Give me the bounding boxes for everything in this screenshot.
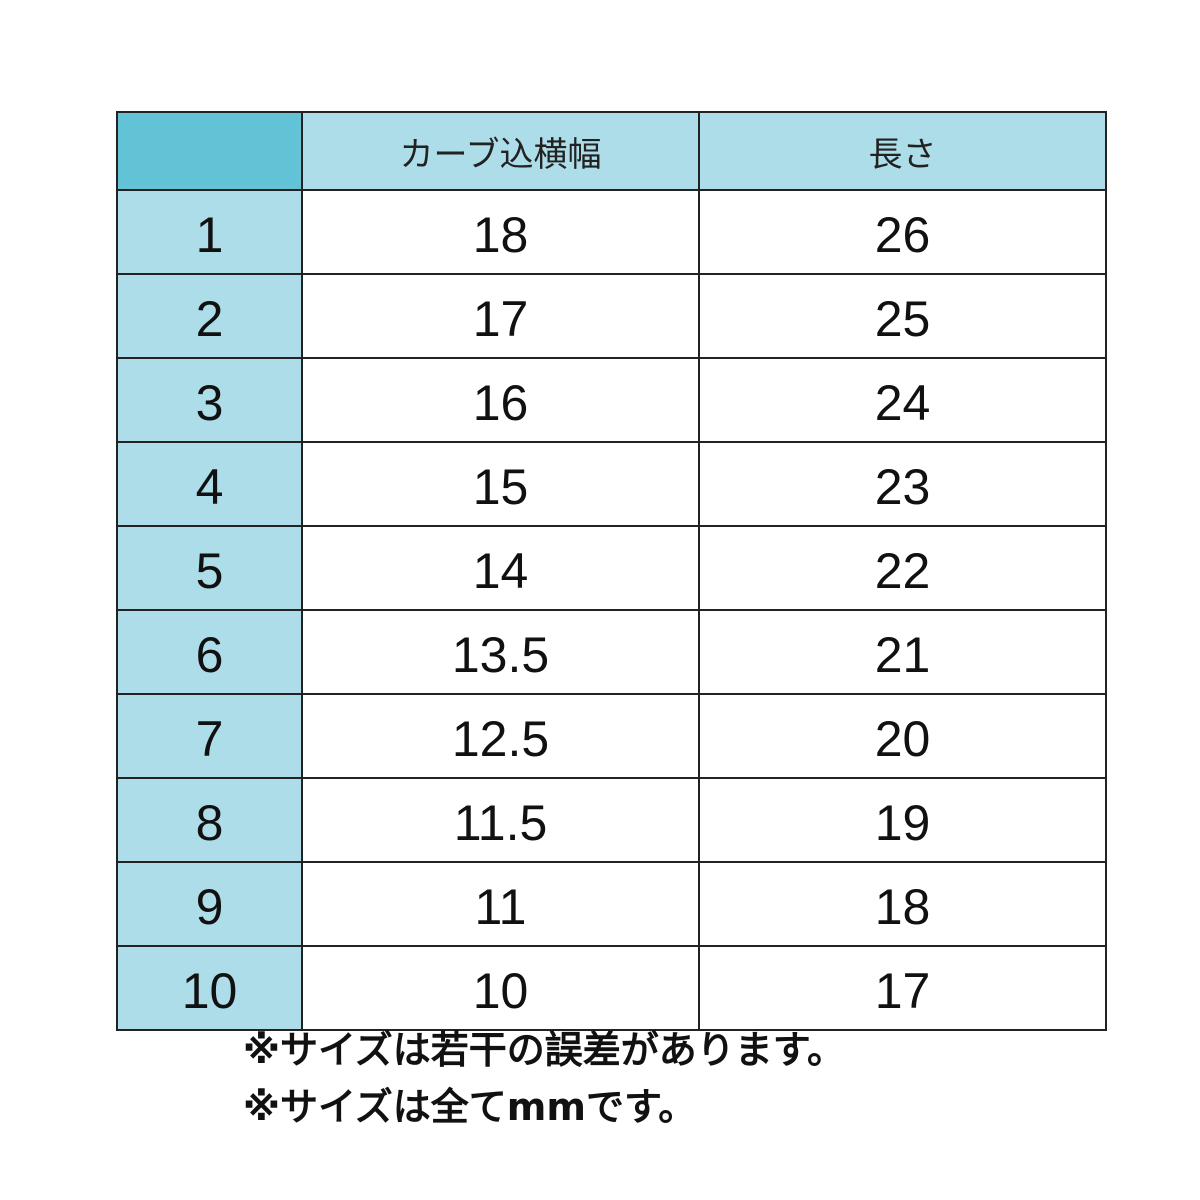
width-cell: 12.5 <box>301 693 700 779</box>
length-cell: 23 <box>698 441 1107 527</box>
width-cell: 10 <box>301 945 700 1031</box>
length-cell: 26 <box>698 189 1107 275</box>
table-row: 5 14 22 <box>116 525 1107 611</box>
width-cell: 18 <box>301 189 700 275</box>
row-number: 6 <box>116 609 303 695</box>
note-tolerance: ※サイズは若干の誤差があります。 <box>243 1028 846 1072</box>
header-row: カーブ込横幅 長さ <box>116 111 1107 191</box>
width-cell: 16 <box>301 357 700 443</box>
width-cell: 17 <box>301 273 700 359</box>
size-table: カーブ込横幅 長さ 1 18 26 2 17 25 3 16 24 4 15 23 5 14 22 6 13.5… <box>116 111 1107 1031</box>
row-number: 4 <box>116 441 303 527</box>
length-cell: 25 <box>698 273 1107 359</box>
table-row: 1 18 26 <box>116 189 1107 275</box>
width-cell: 14 <box>301 525 700 611</box>
row-number: 10 <box>116 945 303 1031</box>
width-cell: 15 <box>301 441 700 527</box>
length-cell: 20 <box>698 693 1107 779</box>
row-number: 8 <box>116 777 303 863</box>
row-number: 3 <box>116 357 303 443</box>
table-row: 2 17 25 <box>116 273 1107 359</box>
length-cell: 17 <box>698 945 1107 1031</box>
table-row: 3 16 24 <box>116 357 1107 443</box>
length-cell: 22 <box>698 525 1107 611</box>
row-number: 7 <box>116 693 303 779</box>
row-number: 1 <box>116 189 303 275</box>
table-row: 4 15 23 <box>116 441 1107 527</box>
header-length: 長さ <box>698 111 1107 191</box>
row-number: 9 <box>116 861 303 947</box>
table-row: 10 10 17 <box>116 945 1107 1031</box>
table-row: 7 12.5 20 <box>116 693 1107 779</box>
width-cell: 13.5 <box>301 609 700 695</box>
width-cell: 11.5 <box>301 777 700 863</box>
notes: ※サイズは若干の誤差があります。 ※サイズは全てmmです。 <box>243 1022 845 1136</box>
header-corner <box>116 111 303 191</box>
row-number: 5 <box>116 525 303 611</box>
width-cell: 11 <box>301 861 700 947</box>
table-row: 8 11.5 19 <box>116 777 1107 863</box>
length-cell: 19 <box>698 777 1107 863</box>
length-cell: 21 <box>698 609 1107 695</box>
table-row: 6 13.5 21 <box>116 609 1107 695</box>
note-units: ※サイズは全てmmです。 <box>243 1085 697 1129</box>
length-cell: 18 <box>698 861 1107 947</box>
table-row: 9 11 18 <box>116 861 1107 947</box>
row-number: 2 <box>116 273 303 359</box>
length-cell: 24 <box>698 357 1107 443</box>
header-width: カーブ込横幅 <box>301 111 700 191</box>
